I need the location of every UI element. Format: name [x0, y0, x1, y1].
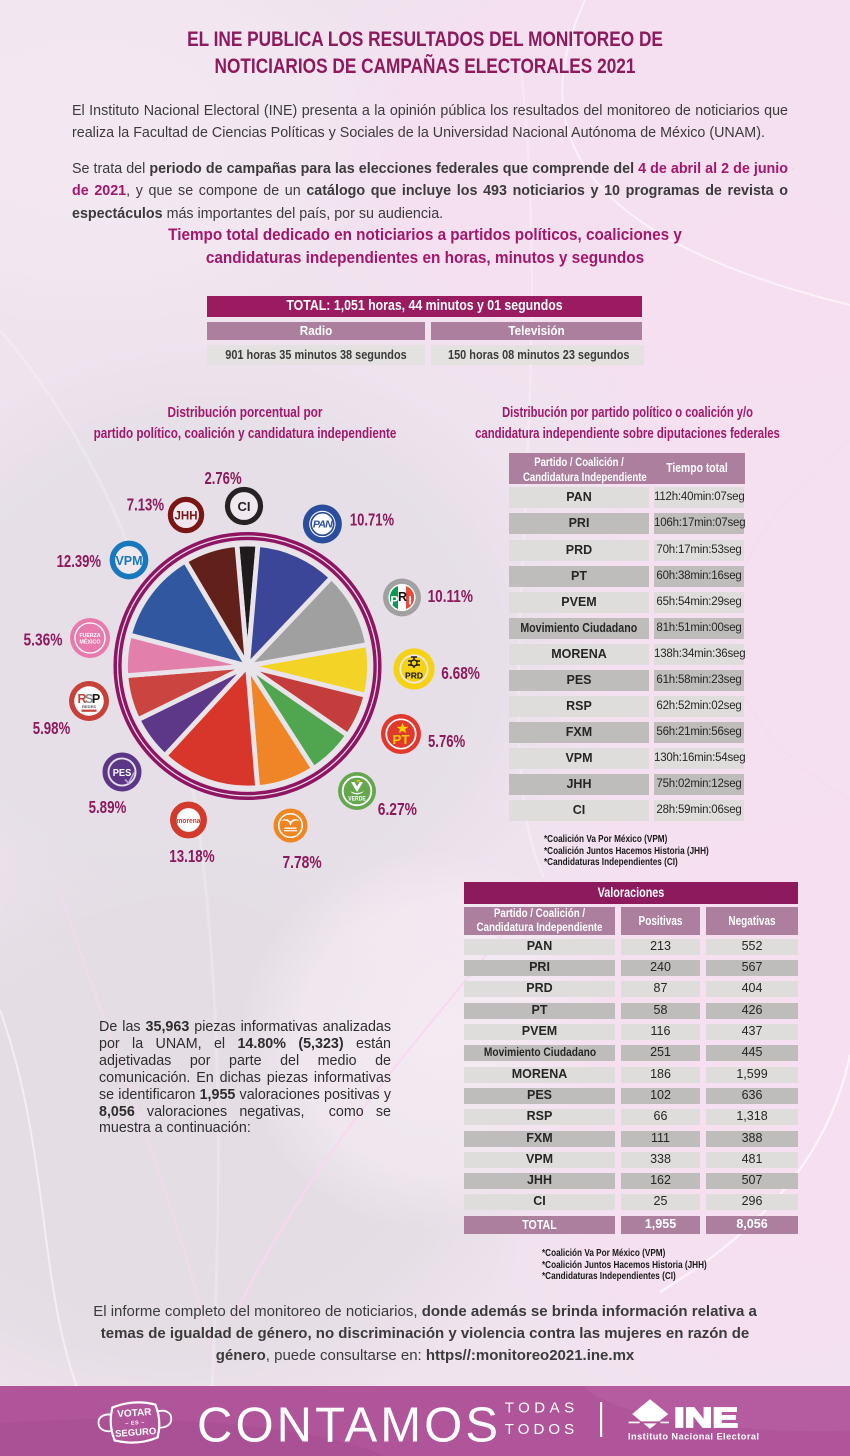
svg-text:VOTAR: VOTAR — [117, 1407, 153, 1420]
svg-text:I: I — [408, 594, 411, 608]
svg-text:13.18%: 13.18% — [169, 846, 215, 866]
svg-text:FUERZA: FUERZA — [80, 633, 101, 639]
svg-text:2.76%: 2.76% — [205, 468, 242, 488]
svg-text:TODOS: TODOS — [505, 1421, 575, 1438]
svg-text:7.13%: 7.13% — [127, 495, 165, 515]
svg-text:REDES: REDES — [82, 705, 96, 709]
svg-text:S: S — [85, 692, 93, 706]
svg-text:TODAS: TODAS — [505, 1400, 575, 1417]
svg-text:P: P — [92, 692, 100, 706]
svg-text:12.39%: 12.39% — [57, 551, 102, 571]
svg-text:VERDE: VERDE — [348, 796, 366, 803]
svg-text:MÉXICO: MÉXICO — [80, 638, 101, 646]
svg-text:VPM: VPM — [115, 554, 142, 568]
svg-text:10.11%: 10.11% — [428, 586, 474, 606]
svg-text:5.98%: 5.98% — [33, 718, 71, 738]
svg-text:CONTAMOS: CONTAMOS — [197, 1399, 498, 1453]
svg-text:– ES –: – ES – — [125, 1420, 145, 1427]
svg-text:R: R — [398, 590, 407, 604]
svg-text:5.36%: 5.36% — [24, 630, 63, 650]
svg-text:R: R — [77, 692, 86, 706]
svg-text:7.78%: 7.78% — [283, 852, 322, 872]
svg-text:6.27%: 6.27% — [378, 799, 417, 819]
svg-text:PT: PT — [393, 733, 410, 747]
svg-text:JHH: JHH — [174, 511, 197, 523]
svg-text:5.76%: 5.76% — [428, 731, 466, 751]
svg-text:PAN: PAN — [313, 519, 333, 531]
svg-text:PES: PES — [113, 767, 132, 779]
svg-text:10.71%: 10.71% — [350, 509, 395, 529]
svg-text:CI: CI — [238, 499, 251, 514]
svg-text:Instituto Nacional Electoral: Instituto Nacional Electoral — [628, 1432, 759, 1442]
svg-text:5.89%: 5.89% — [89, 797, 127, 817]
svg-text:SEGURO: SEGURO — [115, 1426, 157, 1440]
svg-text:P: P — [390, 594, 398, 608]
svg-text:INE: INE — [674, 1402, 738, 1433]
svg-text:PRD: PRD — [405, 671, 423, 681]
svg-text:morena: morena — [177, 816, 202, 825]
svg-text:6.68%: 6.68% — [441, 663, 480, 683]
